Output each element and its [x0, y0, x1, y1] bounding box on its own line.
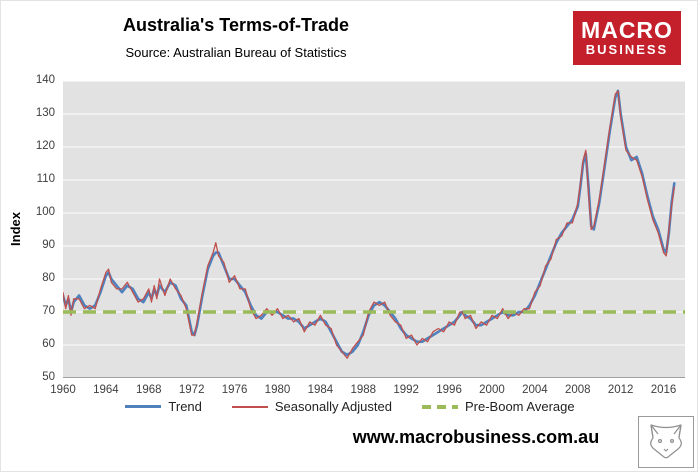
- website-url: www.macrobusiness.com.au: [352, 427, 600, 447]
- x-tick-label: 1992: [393, 384, 419, 396]
- logo-line-business: BUSINESS: [585, 42, 669, 57]
- legend-item-seasonally-adjusted: Seasonally Adjusted: [231, 399, 392, 414]
- fox-icon: [650, 424, 682, 459]
- seasonally-adjusted-line: [63, 90, 675, 359]
- x-tick-label: 1984: [307, 384, 334, 396]
- x-tick-label: 2000: [479, 384, 505, 396]
- page-title: Australia's Terms-of-Trade: [122, 15, 349, 35]
- y-tick-label: 90: [42, 239, 55, 251]
- x-tick-label: 1968: [135, 384, 162, 396]
- logo-line-macro: MACRO: [581, 17, 673, 43]
- trend-line: [63, 89, 676, 357]
- chart-legend: Trend Seasonally Adjusted Pre-Boom Avera…: [1, 399, 697, 414]
- chart-subtitle: Source: Australian Bureau of Statistics: [125, 45, 347, 60]
- y-tick-label: 70: [42, 305, 55, 317]
- y-tick-label: 140: [35, 74, 55, 86]
- y-axis-label: Index: [8, 212, 23, 246]
- x-tick-label: 2008: [564, 384, 591, 396]
- y-tick-label: 100: [35, 206, 55, 218]
- macrobusiness-logo: MACRO BUSINESS: [573, 11, 681, 65]
- y-tick-label: 110: [36, 173, 55, 185]
- terms-of-trade-chart: [63, 81, 685, 378]
- y-tick-label: 60: [42, 338, 55, 350]
- y-tick-label: 130: [35, 107, 55, 119]
- x-tick-label: 1988: [350, 384, 377, 396]
- x-tick-label: 1964: [93, 384, 119, 396]
- y-tick-label: 120: [35, 140, 55, 152]
- legend-label-trend: Trend: [168, 399, 202, 414]
- x-tick-label: 2016: [650, 384, 677, 396]
- x-tick-label: 1976: [221, 384, 248, 396]
- seasonally-adjusted-line-swatch: [231, 405, 268, 408]
- x-tick-label: 2004: [522, 384, 548, 396]
- legend-label-seasonally-adjusted: Seasonally Adjusted: [274, 399, 392, 414]
- x-tick-label: 1960: [50, 384, 76, 396]
- legend-item-pre-boom-average: Pre-Boom Average: [421, 399, 575, 414]
- legend-item-trend: Trend: [125, 399, 202, 414]
- legend-label-pre-boom-average: Pre-Boom Average: [464, 399, 575, 414]
- fox-logo: [638, 416, 694, 468]
- pre-boom-average-line-swatch: [421, 404, 458, 409]
- x-tick-label: 1980: [264, 384, 291, 396]
- x-tick-label: 1972: [178, 384, 205, 396]
- y-tick-label: 80: [42, 272, 55, 284]
- y-tick-label: 50: [42, 371, 55, 383]
- x-tick-label: 2012: [607, 384, 634, 396]
- trend-line-swatch: [125, 405, 162, 408]
- plot-area: [63, 81, 685, 378]
- x-tick-label: 1996: [436, 384, 462, 396]
